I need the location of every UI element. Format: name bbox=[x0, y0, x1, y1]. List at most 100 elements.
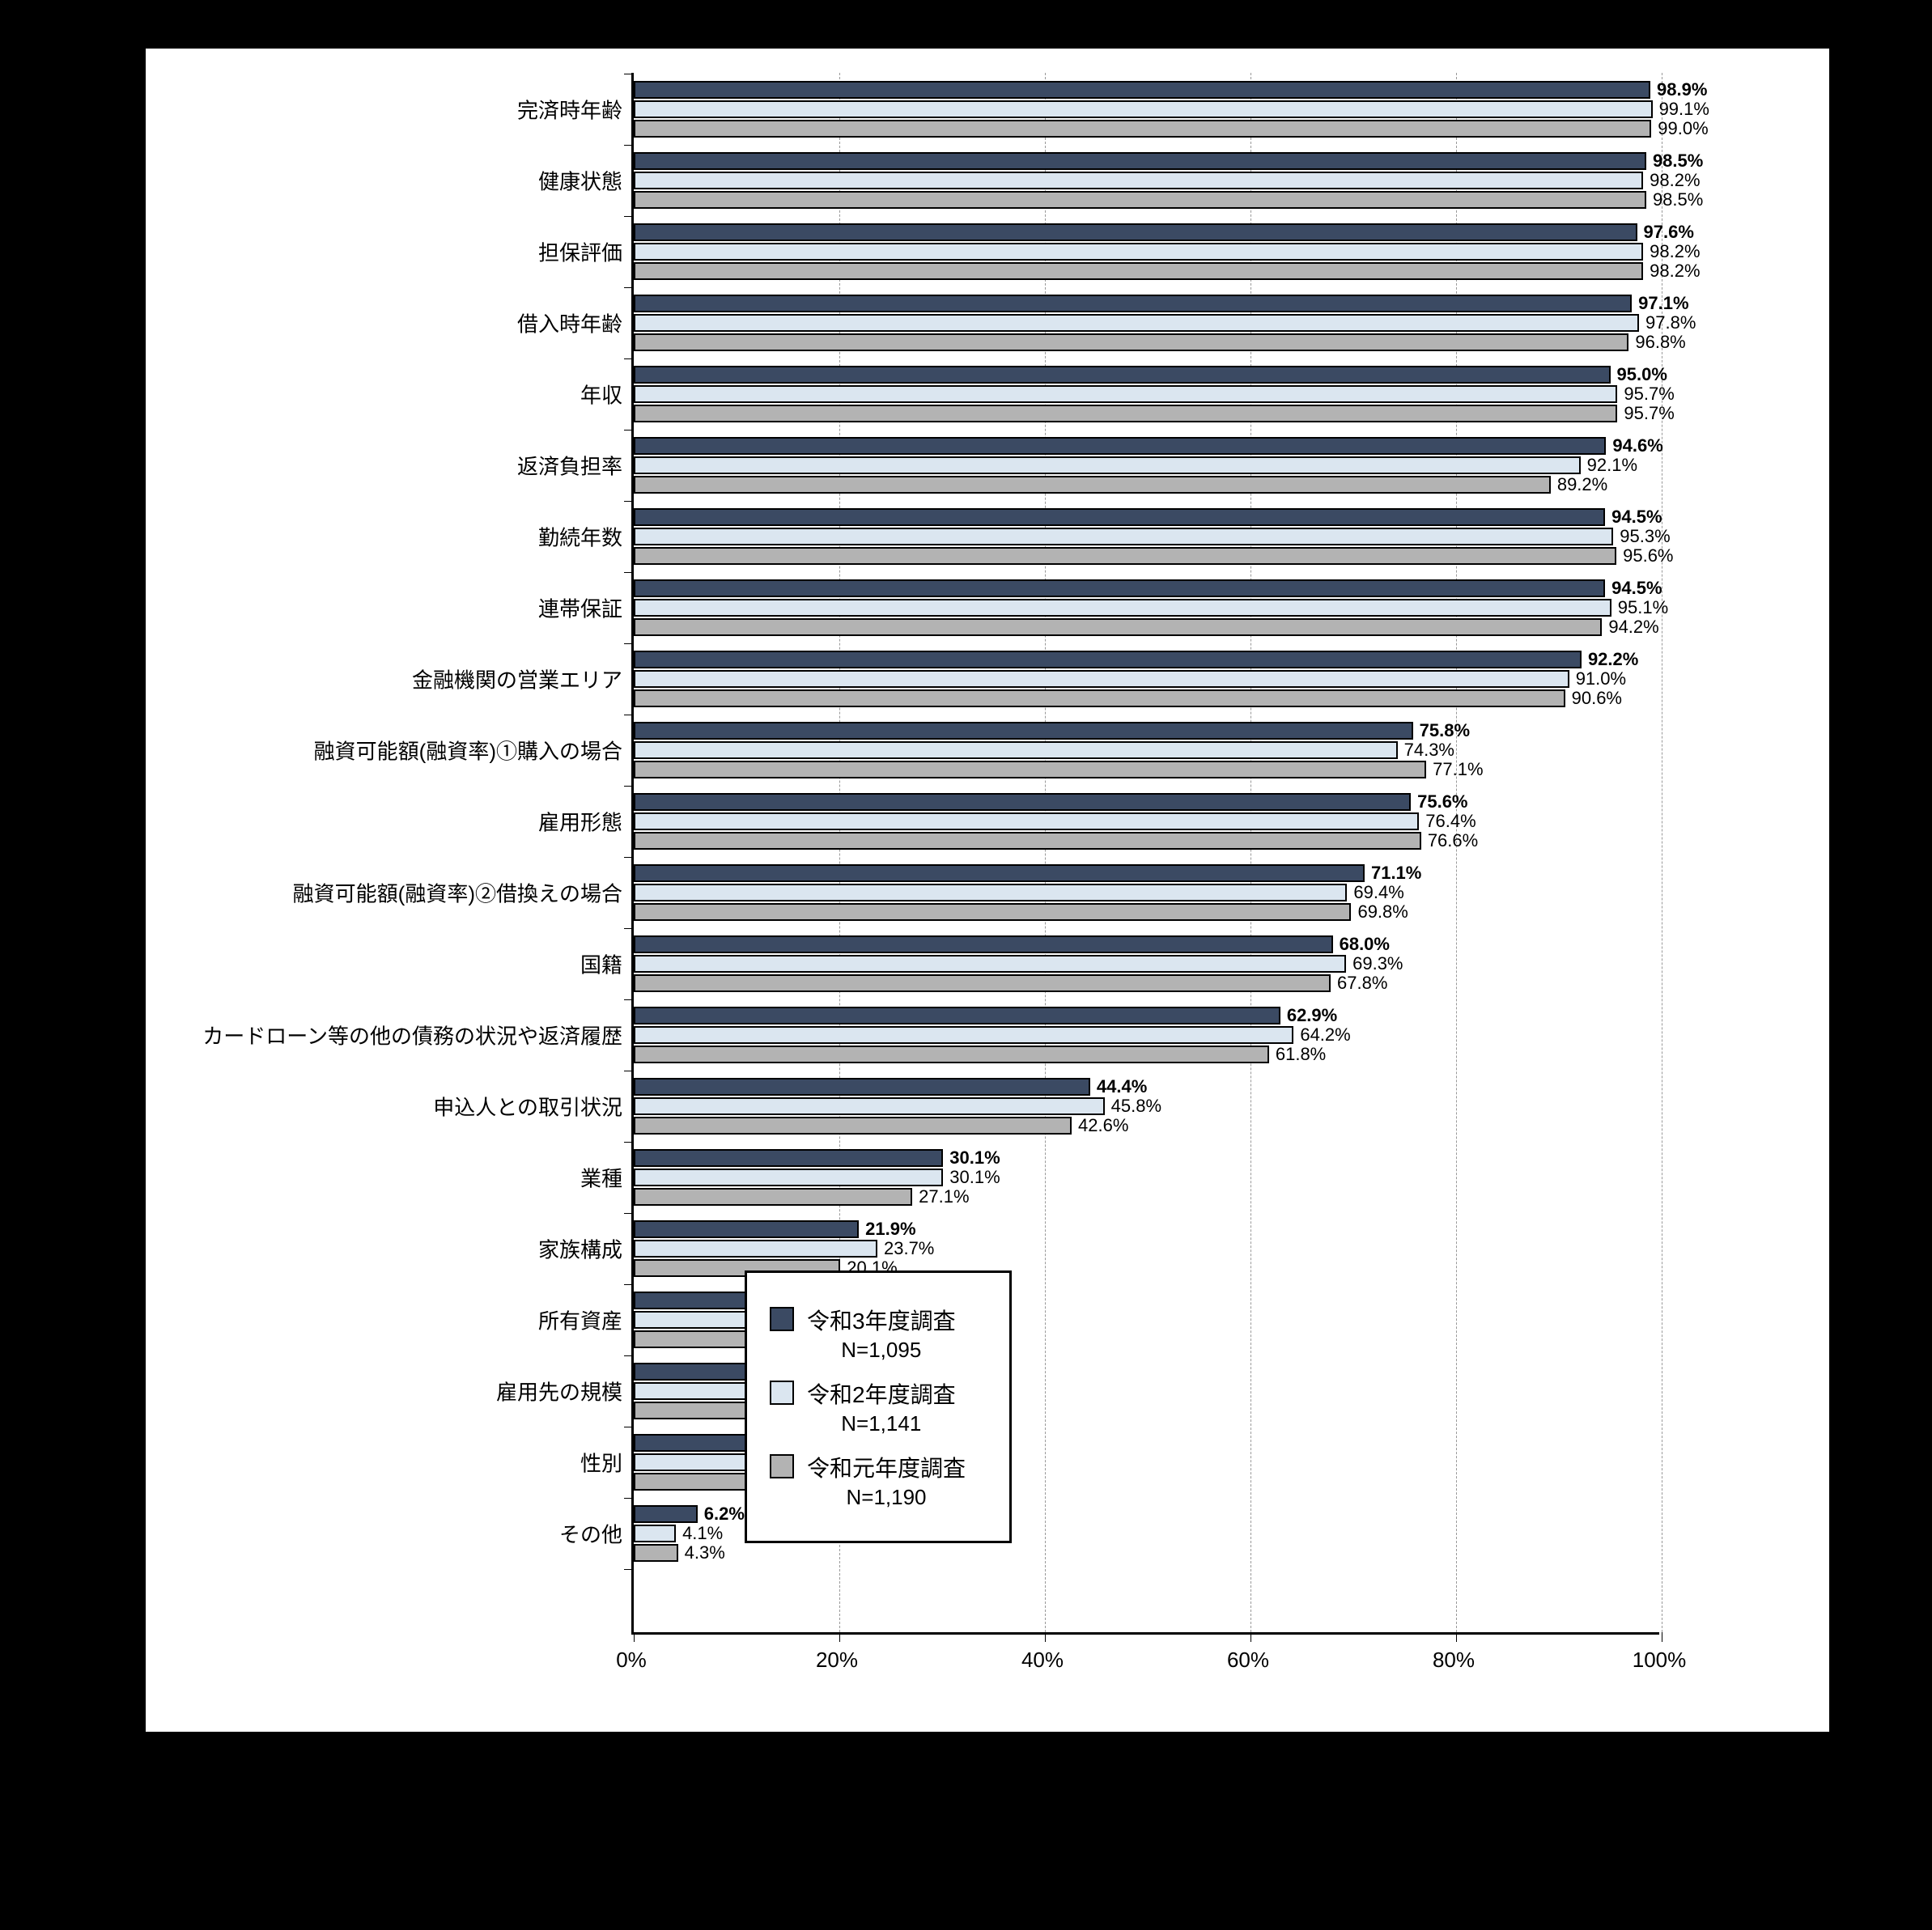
x-tick-label: 20% bbox=[816, 1648, 858, 1673]
y-divider-tick bbox=[624, 216, 634, 217]
legend-text: 令和元年度調査N=1,190 bbox=[807, 1451, 966, 1510]
y-divider-tick bbox=[624, 430, 634, 431]
bar-r3 bbox=[634, 223, 1637, 241]
category-label: 融資可能額(融資率)②借換えの場合 bbox=[293, 878, 634, 908]
value-label: 44.4% bbox=[1097, 1078, 1147, 1096]
y-divider-tick bbox=[624, 999, 634, 1000]
value-label: 69.8% bbox=[1357, 903, 1408, 921]
bar-group: 国籍68.0%69.3%67.8% bbox=[634, 935, 1659, 992]
category-label: 融資可能額(融資率)①購入の場合 bbox=[314, 736, 634, 766]
bar-group: 勤続年数94.5%95.3%95.6% bbox=[634, 508, 1659, 565]
value-label: 30.1% bbox=[949, 1149, 1000, 1167]
category-label: 雇用先の規模 bbox=[496, 1376, 634, 1406]
x-tick-label: 80% bbox=[1433, 1648, 1475, 1673]
bar-r1 bbox=[634, 832, 1421, 850]
legend-entry: 令和元年度調査N=1,190 bbox=[770, 1451, 987, 1510]
bar-r2 bbox=[634, 243, 1643, 261]
y-divider-tick bbox=[624, 643, 634, 644]
value-label: 98.2% bbox=[1650, 243, 1700, 261]
bar-group: カードローン等の他の債務の状況や返済履歴62.9%64.2%61.8% bbox=[634, 1007, 1659, 1063]
value-label: 98.5% bbox=[1653, 152, 1703, 170]
bar-r1 bbox=[634, 1544, 678, 1562]
bar-r3 bbox=[634, 1078, 1090, 1096]
value-label: 92.1% bbox=[1587, 456, 1637, 474]
y-divider-tick bbox=[624, 857, 634, 858]
bar-r3 bbox=[634, 81, 1650, 99]
bar-r2 bbox=[634, 884, 1347, 901]
category-label: 完済時年齢 bbox=[517, 95, 634, 125]
bar-r2 bbox=[634, 172, 1643, 189]
value-label: 97.6% bbox=[1644, 223, 1694, 241]
x-tick-label: 60% bbox=[1227, 1648, 1269, 1673]
bar-group: 家族構成21.9%23.7%20.1% bbox=[634, 1220, 1659, 1277]
bar-r2 bbox=[634, 955, 1346, 973]
legend-swatch bbox=[770, 1307, 794, 1331]
bar-r3 bbox=[634, 722, 1413, 740]
bar-r3 bbox=[634, 366, 1611, 384]
category-label: 金融機関の営業エリア bbox=[412, 664, 634, 694]
y-divider-tick bbox=[624, 501, 634, 502]
bar-r2 bbox=[634, 1525, 676, 1542]
value-label: 69.3% bbox=[1352, 955, 1403, 973]
bar-r3 bbox=[634, 1007, 1280, 1024]
bar-r2 bbox=[634, 741, 1398, 759]
value-label: 27.1% bbox=[919, 1188, 969, 1206]
y-divider-tick bbox=[624, 145, 634, 146]
bar-r1 bbox=[634, 1046, 1269, 1063]
value-label: 67.8% bbox=[1337, 974, 1387, 992]
value-label: 69.4% bbox=[1353, 884, 1403, 901]
legend-entry: 令和3年度調査N=1,095 bbox=[770, 1304, 987, 1363]
value-label: 21.9% bbox=[865, 1220, 915, 1238]
value-label: 74.3% bbox=[1404, 741, 1454, 759]
value-label: 89.2% bbox=[1557, 476, 1607, 494]
category-label: 所有資産 bbox=[538, 1305, 634, 1335]
bar-r3 bbox=[634, 651, 1582, 668]
bar-r3 bbox=[634, 864, 1365, 882]
bar-r2 bbox=[634, 599, 1611, 617]
y-divider-tick bbox=[624, 1498, 634, 1499]
bar-r3 bbox=[634, 793, 1411, 811]
y-divider-tick bbox=[624, 287, 634, 288]
x-tick-label: 0% bbox=[616, 1648, 647, 1673]
value-label: 92.2% bbox=[1588, 651, 1638, 668]
bar-group: 年収95.0%95.7%95.7% bbox=[634, 366, 1659, 422]
value-label: 97.8% bbox=[1645, 314, 1696, 332]
bar-group: 担保評価97.6%98.2%98.2% bbox=[634, 223, 1659, 280]
category-label: 健康状態 bbox=[538, 166, 634, 196]
value-label: 6.2% bbox=[704, 1505, 745, 1523]
value-label: 76.4% bbox=[1425, 812, 1476, 830]
value-label: 98.2% bbox=[1650, 262, 1700, 280]
category-label: 性別 bbox=[580, 1448, 634, 1478]
value-label: 68.0% bbox=[1340, 935, 1390, 953]
bar-r1 bbox=[634, 689, 1565, 707]
value-label: 98.5% bbox=[1653, 191, 1703, 209]
bar-r3 bbox=[634, 508, 1605, 526]
bar-r2 bbox=[634, 1097, 1105, 1115]
value-label: 94.6% bbox=[1612, 437, 1662, 455]
value-label: 62.9% bbox=[1287, 1007, 1337, 1024]
value-label: 95.0% bbox=[1617, 366, 1667, 384]
value-label: 97.1% bbox=[1638, 295, 1688, 312]
bar-r3 bbox=[634, 1220, 859, 1238]
category-label: その他 bbox=[559, 1519, 634, 1549]
category-label: 返済負担率 bbox=[517, 451, 634, 481]
bar-r1 bbox=[634, 120, 1651, 138]
bar-group: 業種30.1%30.1%27.1% bbox=[634, 1149, 1659, 1206]
bar-r2 bbox=[634, 456, 1581, 474]
x-tick-label: 40% bbox=[1021, 1648, 1064, 1673]
page-frame: 完済時年齢98.9%99.1%99.0%健康状態98.5%98.2%98.5%担… bbox=[0, 0, 1932, 1930]
value-label: 77.1% bbox=[1433, 761, 1483, 778]
bar-group: 融資可能額(融資率)①購入の場合75.8%74.3%77.1% bbox=[634, 722, 1659, 778]
value-label: 4.1% bbox=[682, 1525, 723, 1542]
legend-swatch bbox=[770, 1381, 794, 1405]
y-divider-tick bbox=[624, 1142, 634, 1143]
x-tick bbox=[839, 1632, 840, 1642]
legend-text: 令和2年度調査N=1,141 bbox=[807, 1377, 956, 1436]
category-label: 担保評価 bbox=[538, 237, 634, 267]
bar-r3 bbox=[634, 437, 1606, 455]
x-tick bbox=[1456, 1632, 1457, 1642]
bar-r3 bbox=[634, 295, 1632, 312]
legend-entry: 令和2年度調査N=1,141 bbox=[770, 1377, 987, 1436]
bar-r2 bbox=[634, 314, 1639, 332]
bar-r2 bbox=[634, 812, 1419, 830]
